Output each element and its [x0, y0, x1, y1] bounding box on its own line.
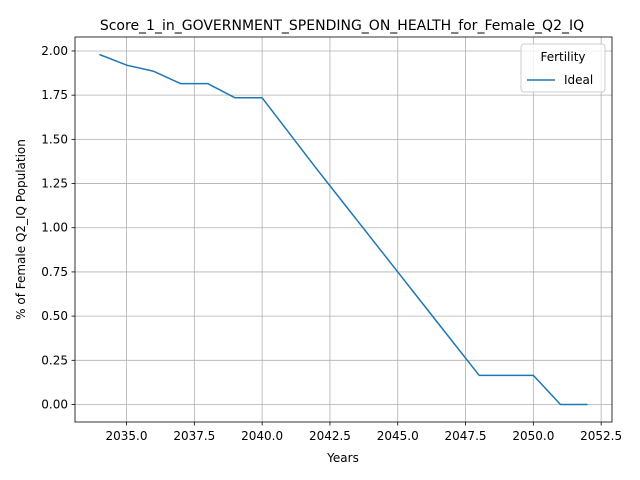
- grid: [75, 37, 612, 422]
- x-tick-label: 2045.0: [377, 429, 419, 443]
- y-tick-label: 0.75: [41, 265, 68, 279]
- plot-frame: [74, 36, 613, 423]
- y-tick-label: 0.00: [41, 398, 68, 412]
- y-tick-label: 1.25: [41, 177, 68, 191]
- series-line-ideal: [99, 53, 588, 406]
- legend: Fertility Ideal: [520, 43, 606, 93]
- x-axis-ticks: 2035.0 2037.5 2040.0 2042.5 2045.0 2047.5 2050…: [106, 422, 622, 443]
- legend-title: Fertility: [540, 50, 585, 64]
- y-tick-label: 0.25: [41, 353, 68, 367]
- y-tick-label: 0.50: [41, 309, 68, 323]
- x-tick-label: 2047.5: [445, 429, 487, 443]
- x-tick-label: 2050.0: [512, 429, 554, 443]
- legend-label-ideal: Ideal: [564, 73, 593, 87]
- y-tick-label: 1.50: [41, 132, 68, 146]
- chart-title: Score_1_in_GOVERNMENT_SPENDING_ON_HEALTH…: [100, 18, 584, 34]
- y-axis-label: % of Female Q2_IQ Population: [14, 139, 28, 320]
- y-tick-label: 2.00: [41, 44, 68, 58]
- y-tick-label: 1.00: [41, 221, 68, 235]
- series-layer: [99, 53, 588, 406]
- x-tick-label: 2035.0: [106, 429, 148, 443]
- y-tick-label: 1.75: [41, 88, 68, 102]
- x-axis-label: Years: [326, 451, 359, 465]
- x-tick-label: 2052.5: [580, 429, 622, 443]
- x-tick-label: 2042.5: [309, 429, 351, 443]
- x-tick-label: 2040.0: [241, 429, 283, 443]
- y-axis-ticks: 0.00 0.25 0.50 0.75 1.00 1.25 1.50 1.75 2.00: [41, 44, 75, 412]
- x-tick-label: 2037.5: [173, 429, 215, 443]
